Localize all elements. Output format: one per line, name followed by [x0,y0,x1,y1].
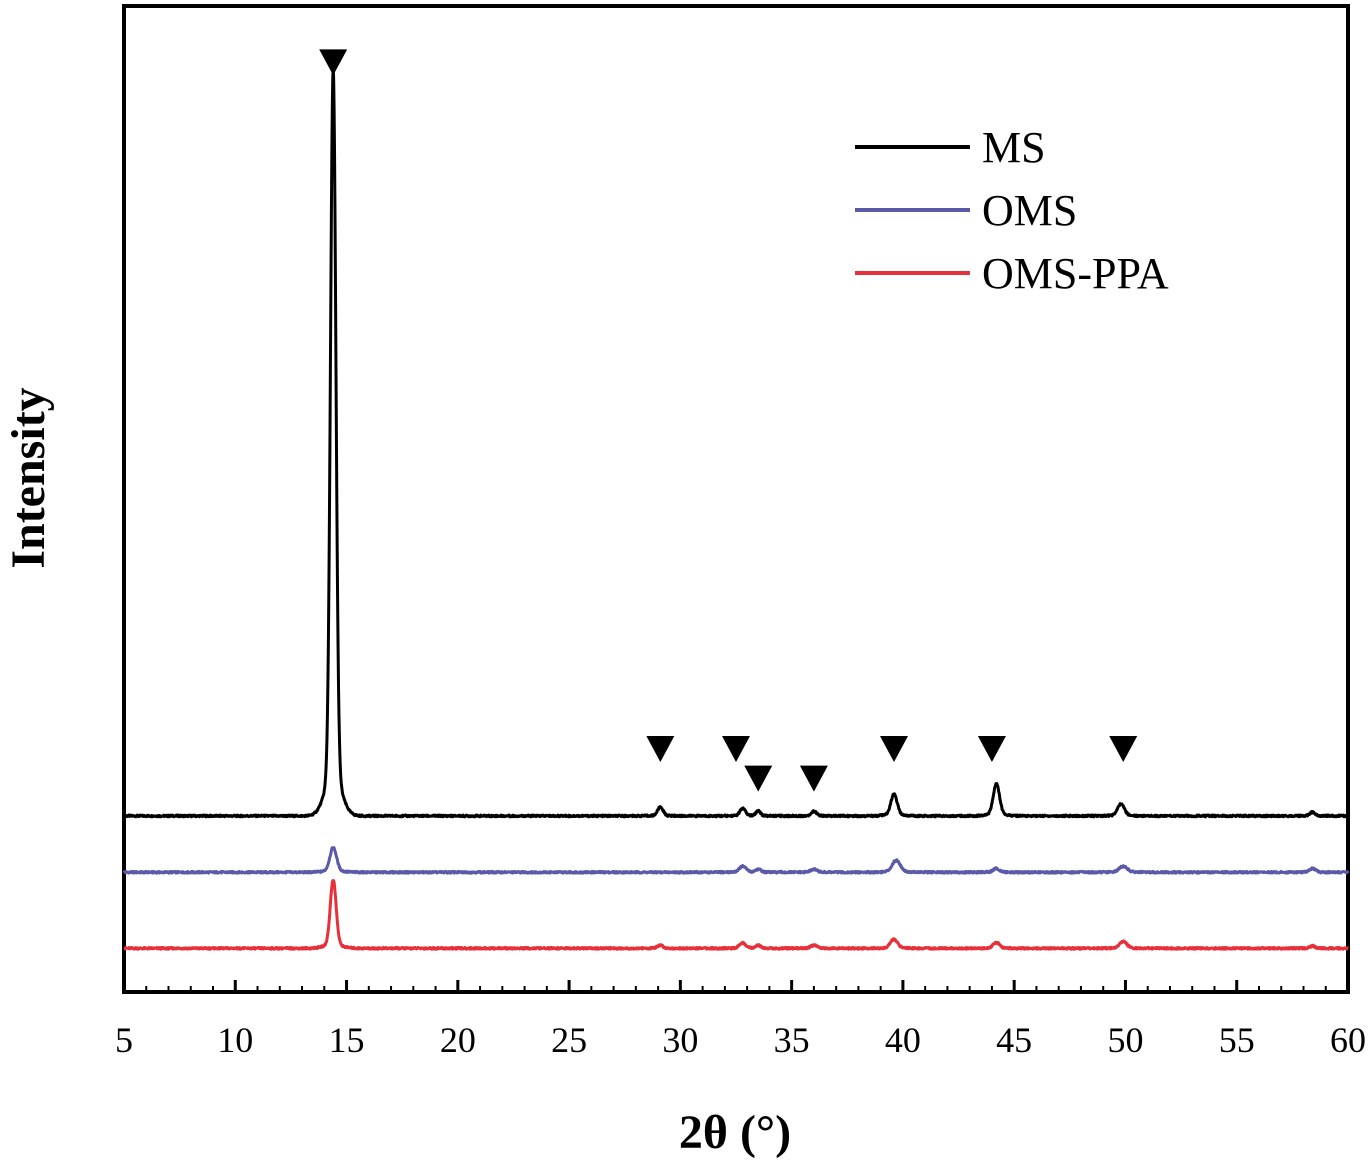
peak-marker [1109,736,1138,763]
series-line-ms [122,67,1350,819]
peak-marker [880,736,909,763]
x-axis-ticks: 5 10 15 20 25 30 35 40 45 50 55 60 [115,980,1366,1060]
legend-label-oms-ppa: OMS-PPA [982,249,1169,298]
x-tick-label: 50 [1107,1020,1143,1060]
peak-marker [799,765,828,792]
peak-marker [319,49,348,76]
series-line-oms [122,846,1350,875]
x-axis-title: 2θ (°) [679,1106,791,1159]
legend: MS OMS OMS-PPA [855,123,1169,298]
y-axis-title: Intensity [2,387,55,568]
peak-marker [646,736,675,763]
x-tick-label: 45 [996,1020,1032,1060]
x-tick-label: 35 [774,1020,810,1060]
x-tick-label: 25 [551,1020,587,1060]
legend-label-oms: OMS [982,186,1077,235]
peak-marker [977,736,1006,763]
x-tick-label: 55 [1219,1020,1255,1060]
x-tick-label: 40 [885,1020,921,1060]
x-tick-label: 5 [115,1020,133,1060]
plot-frame [122,4,1350,994]
x-tick-label: 30 [662,1020,698,1060]
peak-marker [722,736,750,763]
plot-area-border [122,4,1350,994]
legend-label-ms: MS [982,123,1046,172]
series-line-oms-ppa [122,878,1350,951]
series-layer [122,67,1350,951]
x-tick-label: 60 [1330,1020,1366,1060]
x-tick-label: 20 [440,1020,476,1060]
peak-markers [319,49,1138,792]
x-tick-label: 15 [329,1020,365,1060]
x-tick-label: 10 [217,1020,253,1060]
peak-marker [744,765,773,792]
